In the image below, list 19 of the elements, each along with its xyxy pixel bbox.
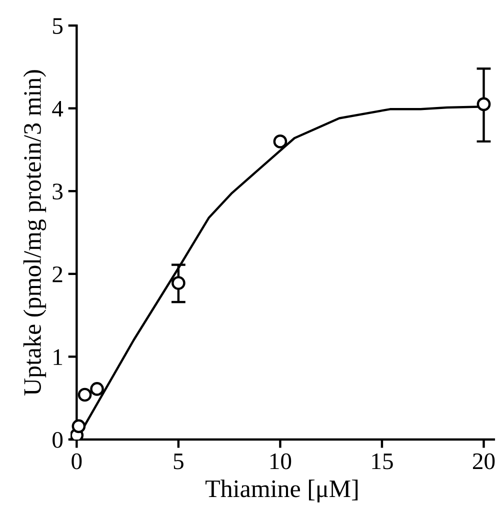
point [90,382,104,396]
x-tick-label: 15 [372,453,393,470]
point [78,388,92,402]
x-tick-label: 5 [174,454,184,470]
x-tick-label: 10 [270,453,292,470]
y-tick-label: 3 [52,184,63,200]
y-tick-label: 1 [54,349,62,365]
y-tick-label: 5 [53,18,63,34]
y-tick-label: 4 [52,100,64,117]
point [72,419,86,434]
y-tick-label: 2 [52,266,62,282]
x-tick-label: 20 [472,453,495,470]
x-tick-label: 0 [72,453,82,470]
point [476,97,491,112]
point [172,276,186,290]
y-tick-label: 0 [52,432,63,448]
x-axis-title: Thiamine [μM] [206,480,358,502]
y-axis-title: Uptake (pmol/mg protein/3 min) [23,70,46,396]
point [273,134,288,148]
